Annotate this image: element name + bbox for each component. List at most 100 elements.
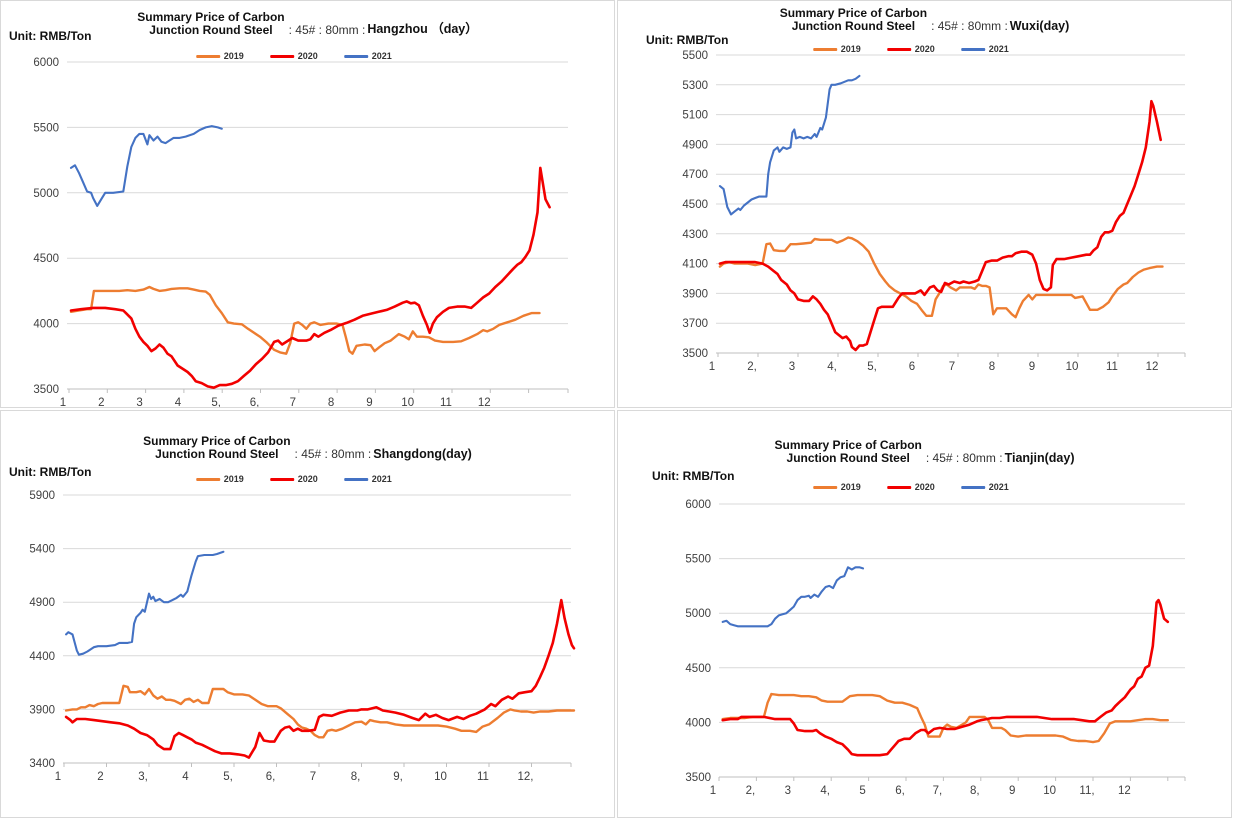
legend-swatch-2019 <box>812 485 837 489</box>
chart-title-spec: : 45# : 80mm : <box>294 447 372 461</box>
chart-title-city: Hangzhou （day） <box>367 22 478 36</box>
unit-label: Unit: RMB/Ton <box>652 469 735 483</box>
legend-label: 2019 <box>840 44 861 54</box>
y-tick-label: 4500 <box>33 253 59 265</box>
x-tick-label: 3, <box>138 771 148 783</box>
y-tick-label: 3500 <box>33 384 59 396</box>
x-tick-label: 1 <box>709 361 715 373</box>
legend-label: 2021 <box>371 474 392 484</box>
chart-title-line1: Summary Price of Carbon <box>779 6 928 20</box>
x-tick-label: 9 <box>1029 361 1035 373</box>
chart-title-line2: Junction Round Steel <box>155 447 279 461</box>
legend-item-2020: 2020 <box>269 51 318 61</box>
y-tick-label: 5900 <box>29 490 55 502</box>
x-tick-label: 11 <box>1106 361 1118 373</box>
x-tick-label: 12 <box>1118 785 1131 797</box>
legend-item-2021: 2021 <box>960 482 1009 492</box>
series-line-2020 <box>718 99 1163 352</box>
y-tick-label: 3700 <box>682 318 708 330</box>
y-tick-label: 3900 <box>29 704 55 716</box>
legend-item-2021: 2021 <box>343 474 392 484</box>
x-tick-label: 3 <box>789 361 795 373</box>
y-tick-label: 4700 <box>682 169 708 181</box>
x-tick-label: 2 <box>97 771 103 783</box>
legend: 2019 2020 2021 <box>812 482 1009 492</box>
y-tick-label: 5500 <box>685 554 711 566</box>
y-tick-label: 5500 <box>33 122 59 134</box>
unit-label: Unit: RMB/Ton <box>646 33 729 47</box>
chart-title-city: Shangdong(day) <box>373 447 472 461</box>
legend-label: 2020 <box>914 44 935 54</box>
chart-title-spec: : 45# : 80mm : <box>925 451 1003 465</box>
unit-label: Unit: RMB/Ton <box>9 29 92 43</box>
x-tick-label: 7 <box>290 397 296 407</box>
x-tick-label: 9 <box>366 397 372 407</box>
chart-title-main: Summary Price of Carbon Junction Round S… <box>143 435 290 461</box>
x-tick-label: 6, <box>266 771 276 783</box>
chart-title-main: Summary Price of Carbon Junction Round S… <box>780 7 927 33</box>
x-tick-label: 11 <box>477 771 489 783</box>
x-tick-label: 2, <box>747 361 757 373</box>
x-tick-label: 4, <box>827 361 837 373</box>
y-tick-label: 4000 <box>685 717 711 729</box>
y-tick-label: 6000 <box>685 499 711 511</box>
x-tick-label: 5, <box>223 771 233 783</box>
y-tick-label: 4000 <box>33 319 59 331</box>
x-tick-label: 8 <box>989 361 995 373</box>
legend-item-2020: 2020 <box>269 474 318 484</box>
x-tick-label: 10 <box>401 397 414 407</box>
plot-area-wuxi: 5500 5300 5100 4900 4700 4500 4300 4100 3900 3700… <box>682 50 1186 373</box>
y-tick-label: 5300 <box>682 80 708 92</box>
x-tick-label: 4 <box>175 397 182 407</box>
y-tick-label: 3500 <box>685 772 711 784</box>
x-tick-label: 1 <box>55 771 61 783</box>
series-line-2020 <box>721 598 1170 757</box>
chart-title: Summary Price of Carbon Junction Round S… <box>618 439 1231 466</box>
series-line-2019 <box>64 684 576 739</box>
x-tick-label: 5, <box>211 397 221 407</box>
legend-swatch-2021 <box>343 54 368 58</box>
legend-swatch-2019 <box>195 54 220 58</box>
x-tick-label: 2 <box>98 397 104 407</box>
x-tick-label: 3 <box>136 397 142 407</box>
x-tick-label: 10 <box>434 771 447 783</box>
chart-title-line2: Junction Round Steel <box>791 19 916 33</box>
chart-panel-tianjin: Unit: RMB/Ton Summary Price of Carbon Ju… <box>617 410 1232 818</box>
y-tick-label: 4100 <box>682 259 708 271</box>
legend-swatch-2020 <box>269 54 294 58</box>
x-tick-label: 8, <box>970 785 980 797</box>
legend-label: 2021 <box>988 44 1009 54</box>
x-tick-label: 5 <box>859 785 865 797</box>
x-tick-label: 3 <box>785 785 791 797</box>
legend-label: 2020 <box>297 474 318 484</box>
x-tick-label: 5, <box>867 361 877 373</box>
legend: 2019 2020 2021 <box>812 44 1009 54</box>
legend-item-2019: 2019 <box>812 482 861 492</box>
legend-item-2019: 2019 <box>195 474 244 484</box>
y-tick-label: 6000 <box>33 57 59 69</box>
legend-item-2020: 2020 <box>886 482 935 492</box>
y-tick-label: 5000 <box>685 608 711 620</box>
chart-title: Summary Price of Carbon Junction Round S… <box>1 11 614 38</box>
x-tick-label: 12 <box>478 397 491 407</box>
legend-swatch-2019 <box>195 477 220 481</box>
y-tick-label: 4400 <box>29 651 55 663</box>
legend-label: 2019 <box>223 474 244 484</box>
x-tick-label: 1 <box>60 397 66 407</box>
series-line-2021 <box>65 550 225 656</box>
x-tick-label: 12, <box>518 771 534 783</box>
legend-item-2019: 2019 <box>812 44 861 54</box>
x-tick-label: 7 <box>310 771 316 783</box>
x-tick-label: 7, <box>933 785 943 797</box>
x-tick-label: 9, <box>393 771 403 783</box>
x-tick-label: 10 <box>1043 785 1056 797</box>
unit-label: Unit: RMB/Ton <box>9 465 92 479</box>
legend-swatch-2021 <box>343 477 368 481</box>
series-line-2019 <box>721 692 1169 744</box>
legend-label: 2020 <box>297 51 318 61</box>
legend-swatch-2019 <box>812 47 837 51</box>
chart-panel-shangdong: Unit: RMB/Ton Summary Price of Carbon Ju… <box>0 410 615 818</box>
y-tick-label: 5400 <box>29 544 55 556</box>
